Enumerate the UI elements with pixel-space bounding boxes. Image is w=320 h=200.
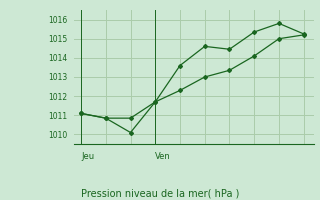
Text: Ven: Ven (155, 152, 171, 161)
Text: Pression niveau de la mer( hPa ): Pression niveau de la mer( hPa ) (81, 188, 239, 198)
Text: Jeu: Jeu (81, 152, 94, 161)
